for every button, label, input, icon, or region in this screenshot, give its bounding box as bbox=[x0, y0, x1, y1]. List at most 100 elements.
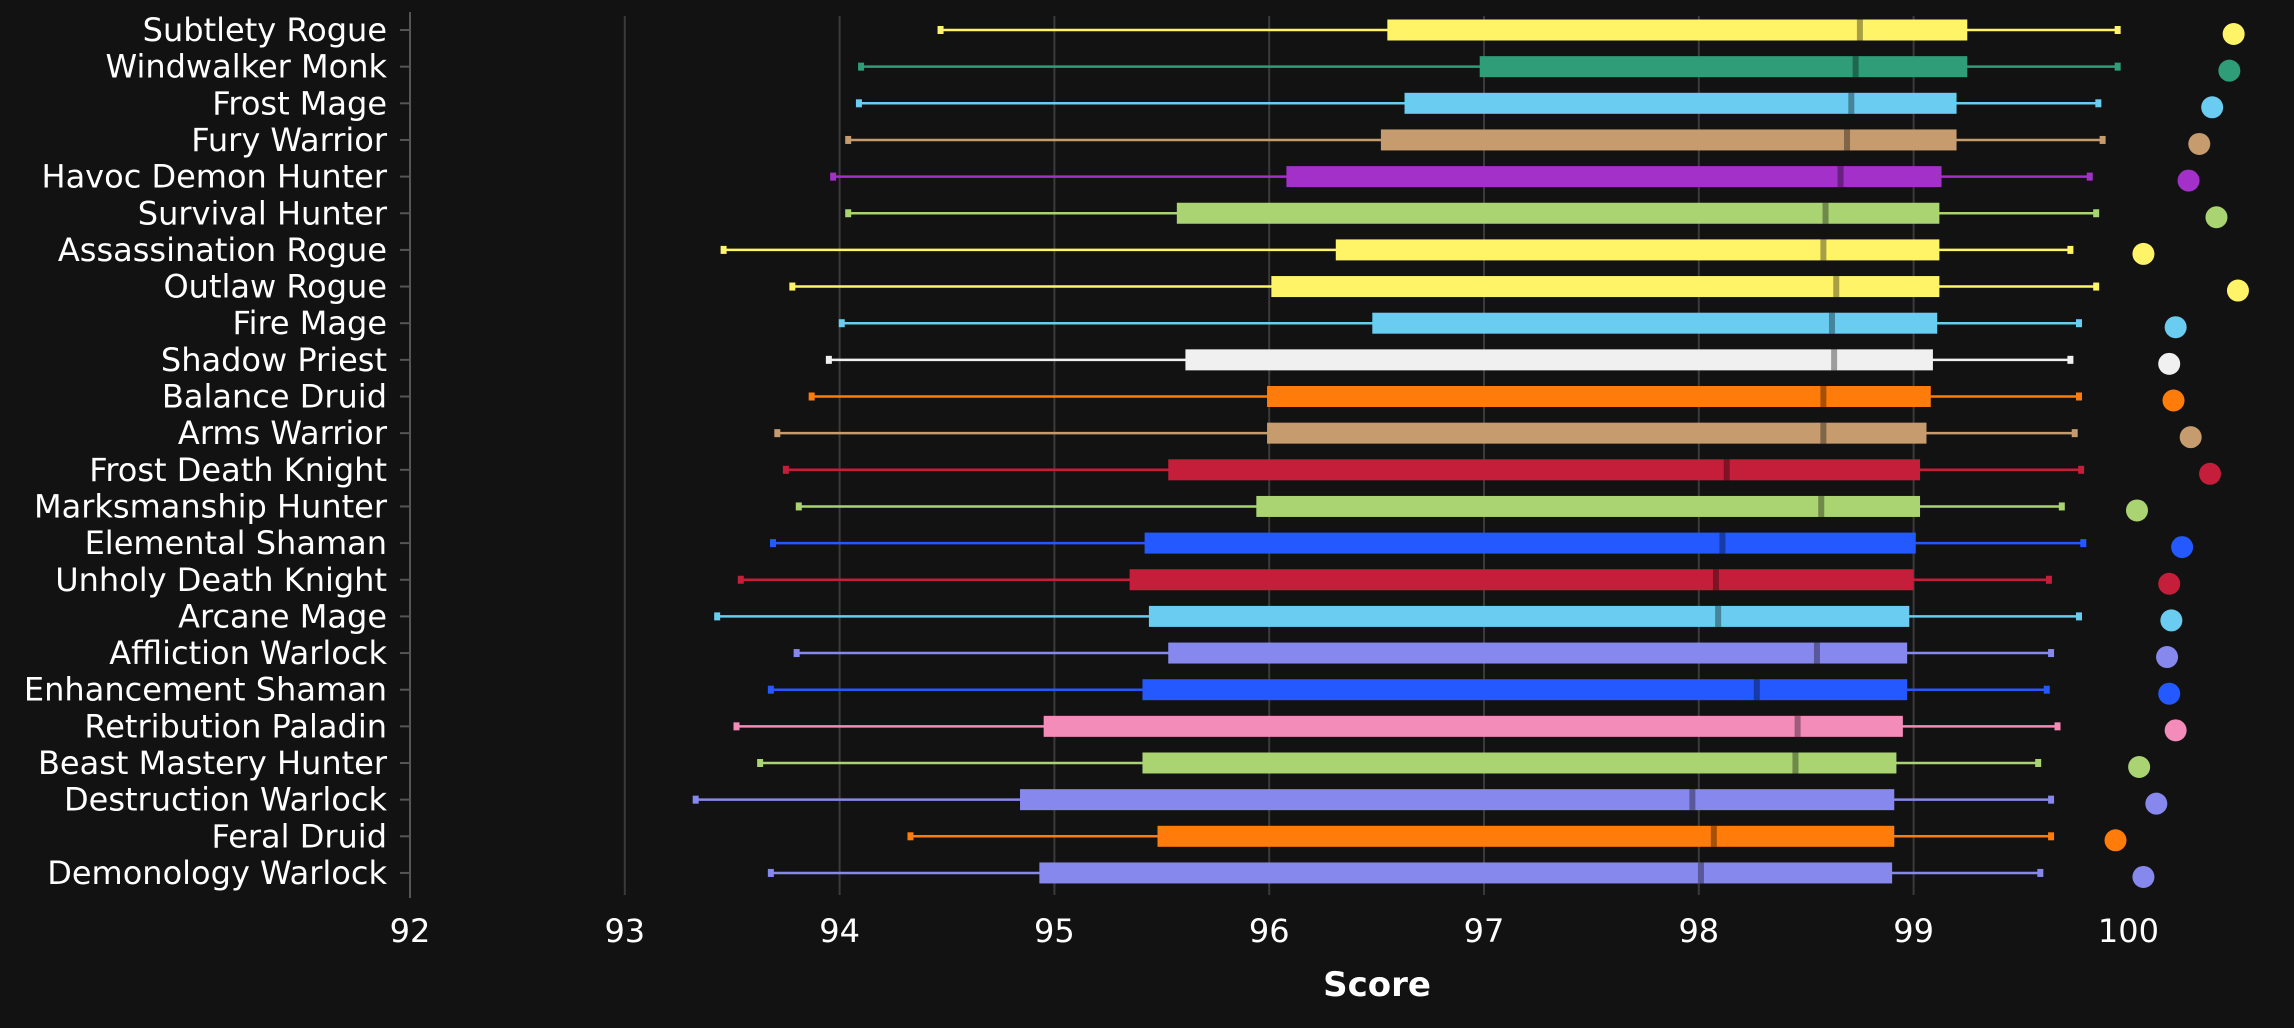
x-axis: 92 93 94 95 96 97 98 99 100 bbox=[390, 912, 2159, 950]
iqr-box bbox=[1267, 422, 1927, 444]
whisker-min bbox=[757, 759, 764, 767]
whisker-min bbox=[845, 209, 852, 218]
box-row: Frost Mage bbox=[212, 84, 2224, 122]
category-label: Enhancement Shaman bbox=[24, 671, 387, 709]
iqr-box bbox=[1185, 349, 1933, 371]
category-label: Fury Warrior bbox=[191, 121, 388, 159]
box-row: Windwalker Monk bbox=[106, 48, 2241, 86]
whisker-max bbox=[2048, 832, 2055, 841]
box-row: Demonology Warlock bbox=[47, 854, 2155, 892]
box-row: Destruction Warlock bbox=[64, 781, 2168, 819]
max-point bbox=[2177, 169, 2200, 192]
median-mark bbox=[1820, 239, 1827, 261]
category-label: Unholy Death Knight bbox=[55, 561, 387, 599]
iqr-box bbox=[1157, 825, 1895, 847]
max-point bbox=[2156, 646, 2179, 669]
whisker-min bbox=[858, 62, 865, 71]
whisker-max bbox=[2037, 868, 2044, 877]
category-label: Frost Mage bbox=[212, 84, 387, 122]
iqr-box bbox=[1144, 532, 1916, 554]
whisker-max bbox=[2114, 62, 2121, 71]
median-mark bbox=[1697, 862, 1704, 884]
whisker-min bbox=[720, 245, 727, 254]
gridlines bbox=[623, 16, 1915, 895]
box-row: Havoc Demon Hunter bbox=[42, 158, 2200, 196]
box-row: Subtlety Rogue bbox=[143, 11, 2245, 49]
x-tick-label: 96 bbox=[1249, 912, 1290, 950]
whisker-min bbox=[937, 26, 944, 34]
median-mark bbox=[1820, 386, 1827, 407]
iqr-box bbox=[1142, 752, 1897, 774]
iqr-box bbox=[1479, 56, 1968, 78]
max-point bbox=[2218, 59, 2241, 82]
whisker-max bbox=[2086, 172, 2093, 181]
iqr-box bbox=[1148, 605, 1910, 627]
median-mark bbox=[1710, 825, 1717, 847]
whisker-min bbox=[774, 429, 781, 438]
box-row: Elemental Shaman bbox=[85, 524, 2194, 562]
median-mark bbox=[1715, 605, 1722, 627]
whisker-max bbox=[2067, 355, 2074, 364]
whisker-max bbox=[2099, 135, 2106, 144]
category-label: Havoc Demon Hunter bbox=[42, 158, 388, 196]
median-mark bbox=[1848, 92, 1855, 114]
category-label: Frost Death Knight bbox=[89, 451, 387, 489]
max-point bbox=[2179, 426, 2202, 449]
median-mark bbox=[1818, 495, 1825, 517]
whisker-max bbox=[2093, 209, 2100, 218]
max-point bbox=[2222, 23, 2245, 45]
box-row: Outlaw Rogue bbox=[163, 268, 2249, 306]
x-tick-label: 94 bbox=[819, 912, 860, 950]
iqr-box bbox=[1020, 789, 1895, 811]
whisker-min bbox=[770, 539, 777, 548]
median-mark bbox=[1689, 789, 1696, 811]
whisker-max bbox=[2075, 612, 2082, 621]
median-mark bbox=[1822, 202, 1829, 224]
max-point bbox=[2158, 682, 2181, 705]
max-point bbox=[2201, 96, 2224, 119]
whisker-min bbox=[767, 685, 774, 694]
whisker-max bbox=[2045, 575, 2052, 584]
whisker-min bbox=[737, 575, 744, 584]
iqr-box bbox=[1387, 19, 1968, 41]
x-tick-label: 92 bbox=[390, 912, 431, 950]
box-row: Retribution Paladin bbox=[84, 707, 2187, 745]
x-tick-label: 98 bbox=[1678, 912, 1719, 950]
category-label: Fire Mage bbox=[233, 304, 388, 342]
box-row: Shadow Priest bbox=[161, 341, 2181, 379]
category-label: Survival Hunter bbox=[138, 194, 388, 232]
category-label: Shadow Priest bbox=[161, 341, 387, 379]
whisker-max bbox=[2035, 759, 2042, 767]
max-point bbox=[2205, 206, 2228, 229]
box-row: Arcane Mage bbox=[178, 597, 2183, 635]
max-point bbox=[2226, 279, 2249, 302]
max-point bbox=[2164, 316, 2187, 339]
category-label: Elemental Shaman bbox=[85, 524, 387, 562]
category-label: Retribution Paladin bbox=[84, 707, 387, 745]
iqr-box bbox=[1256, 495, 1921, 517]
median-mark bbox=[1820, 422, 1827, 444]
iqr-box bbox=[1142, 679, 1908, 701]
whisker-min bbox=[855, 99, 862, 108]
median-mark bbox=[1712, 569, 1719, 591]
max-point bbox=[2160, 609, 2183, 632]
x-axis-title: Score bbox=[1323, 965, 1431, 1005]
median-mark bbox=[1833, 276, 1840, 298]
iqr-box bbox=[1176, 202, 1940, 224]
max-point bbox=[2132, 865, 2155, 888]
category-label: Outlaw Rogue bbox=[163, 268, 387, 306]
box-row: Arms Warrior bbox=[178, 414, 2202, 452]
whisker-max bbox=[2078, 465, 2085, 474]
category-label: Destruction Warlock bbox=[64, 781, 387, 819]
median-mark bbox=[1837, 166, 1844, 188]
x-tick-label: 93 bbox=[604, 912, 645, 950]
iqr-box bbox=[1168, 459, 1921, 481]
box-row: Unholy Death Knight bbox=[55, 561, 2181, 599]
iqr-box bbox=[1168, 642, 1908, 664]
max-point bbox=[2104, 829, 2127, 852]
whisker-max bbox=[2075, 319, 2082, 328]
whisker-max bbox=[2093, 282, 2100, 291]
whisker-max bbox=[2075, 392, 2082, 401]
